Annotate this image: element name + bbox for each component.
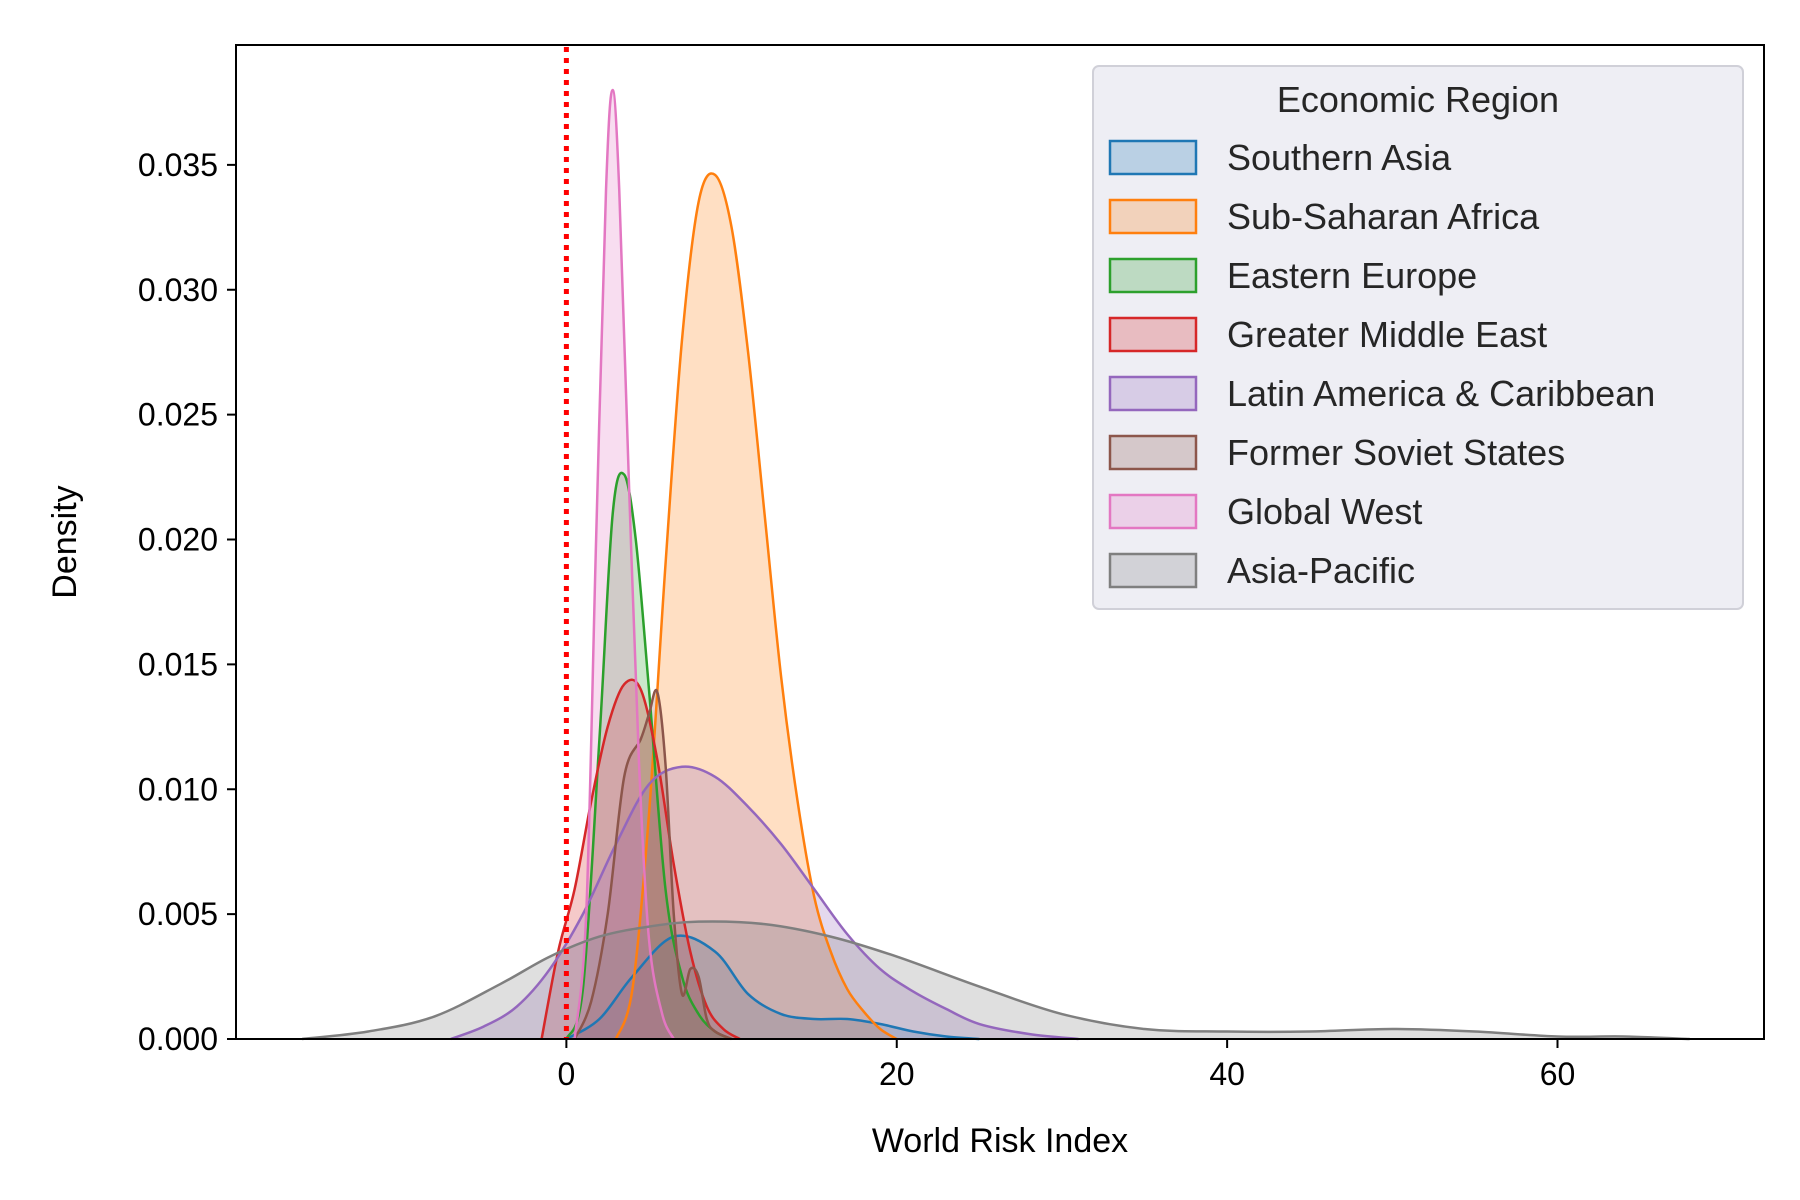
legend-label: Sub-Saharan Africa <box>1227 196 1540 237</box>
y-axis-ticks: 0.000 0.005 0.010 0.015 0.020 0.025 0.030 0.035 <box>138 147 236 1057</box>
legend-swatch <box>1108 552 1198 589</box>
density-area-5 <box>574 690 732 1039</box>
y-tick-label: 0.020 <box>138 522 218 558</box>
legend-items: Southern Asia Sub-Saharan Africa Eastern E… <box>1108 137 1655 591</box>
legend-label: Southern Asia <box>1227 137 1452 178</box>
y-tick-label: 0.005 <box>138 896 218 932</box>
legend-title: Economic Region <box>1277 79 1559 120</box>
legend: Economic Region Southern Asia Sub-Saharan… <box>1092 65 1744 610</box>
plot-frame <box>235 44 1765 1040</box>
x-tick-label: 40 <box>1209 1056 1245 1092</box>
y-tick-label: 0.025 <box>138 397 218 433</box>
y-tick-label: 0.030 <box>138 272 218 308</box>
legend-label: Greater Middle East <box>1227 314 1547 355</box>
density-area-7 <box>302 921 1690 1039</box>
legend-swatch <box>1108 375 1198 412</box>
legend-label: Global West <box>1227 491 1422 532</box>
x-tick-label: 20 <box>879 1056 915 1092</box>
x-tick-label: 0 <box>557 1056 575 1092</box>
legend-item: Latin America & Caribbean <box>1108 373 1655 414</box>
y-tick-label: 0.015 <box>138 646 218 682</box>
legend-swatch <box>1108 139 1198 176</box>
density-line-5 <box>573 688 733 1041</box>
x-axis-ticks: 0 20 40 60 <box>557 1039 1575 1092</box>
legend-swatch <box>1108 257 1198 294</box>
legend-swatch <box>1108 198 1198 235</box>
legend-box <box>1092 65 1744 610</box>
legend-swatch <box>1108 434 1198 471</box>
legend-swatch <box>1108 493 1198 530</box>
density-line-2 <box>565 471 733 1041</box>
legend-item: Eastern Europe <box>1108 255 1477 296</box>
legend-label: Former Soviet States <box>1227 432 1565 473</box>
density-area-6 <box>574 89 674 1039</box>
legend-swatch <box>1108 316 1198 353</box>
legend-item: Former Soviet States <box>1108 432 1565 473</box>
y-tick-label: 0.000 <box>138 1021 218 1057</box>
density-line-0 <box>565 934 980 1041</box>
density-line-1 <box>614 172 898 1041</box>
density-line-7 <box>301 920 1690 1041</box>
legend-label: Eastern Europe <box>1227 255 1477 296</box>
density-line-4 <box>450 765 1079 1041</box>
legend-item: Asia-Pacific <box>1108 550 1415 591</box>
density-area-2 <box>566 472 732 1040</box>
legend-label: Latin America & Caribbean <box>1227 373 1655 414</box>
density-line-3 <box>540 678 741 1041</box>
density-area-4 <box>450 766 1079 1039</box>
x-tick-label: 60 <box>1540 1056 1576 1092</box>
legend-item: Global West <box>1108 491 1422 532</box>
x-axis-label: World Risk Index <box>872 1122 1128 1160</box>
y-tick-label: 0.035 <box>138 147 218 183</box>
density-area-1 <box>615 173 897 1039</box>
legend-item: Sub-Saharan Africa <box>1108 196 1540 237</box>
y-axis-label: Density <box>46 485 84 598</box>
legend-item: Greater Middle East <box>1108 314 1547 355</box>
density-lines <box>301 88 1690 1041</box>
legend-label: Asia-Pacific <box>1227 550 1415 591</box>
density-area-3 <box>541 679 740 1039</box>
legend-item: Southern Asia <box>1108 137 1452 178</box>
density-area-0 <box>566 935 980 1039</box>
y-tick-label: 0.010 <box>138 771 218 807</box>
density-line-6 <box>573 88 675 1040</box>
